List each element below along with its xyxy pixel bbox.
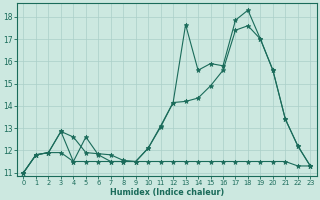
- X-axis label: Humidex (Indice chaleur): Humidex (Indice chaleur): [110, 188, 224, 197]
